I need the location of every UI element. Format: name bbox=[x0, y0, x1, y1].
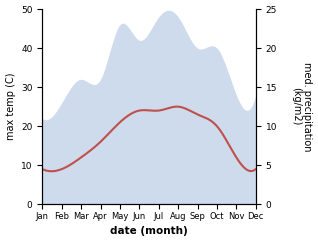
X-axis label: date (month): date (month) bbox=[110, 227, 188, 236]
Y-axis label: med. precipitation
(kg/m2): med. precipitation (kg/m2) bbox=[291, 62, 313, 151]
Y-axis label: max temp (C): max temp (C) bbox=[5, 73, 16, 140]
